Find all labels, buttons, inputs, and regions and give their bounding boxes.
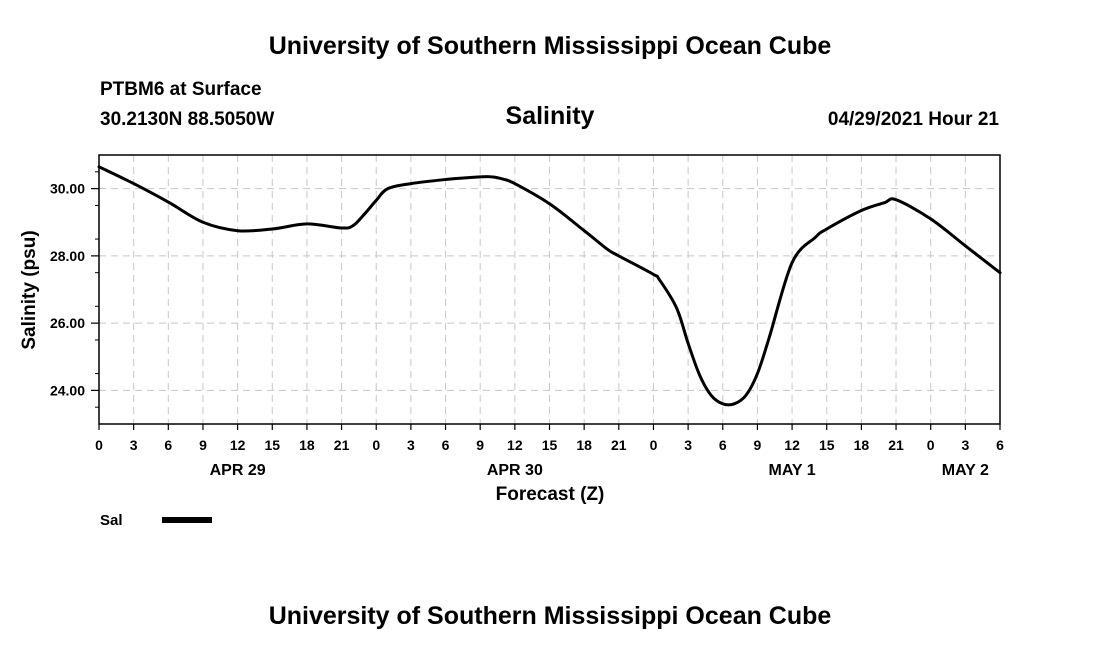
x-tick-label: 18: [576, 437, 592, 453]
top-title: University of Southern Mississippi Ocean…: [269, 32, 832, 60]
coordinates-label: 30.2130N 88.5050W: [100, 109, 274, 130]
x-tick-label: 6: [164, 437, 172, 453]
x-tick-label: 0: [372, 437, 380, 453]
x-tick-label: 9: [476, 437, 484, 453]
y-tick-label: 24.00: [50, 382, 85, 398]
y-tick-label: 28.00: [50, 248, 85, 264]
timestamp-label: 04/29/2021 Hour 21: [828, 109, 1000, 130]
grid-lines: [99, 155, 1000, 424]
x-tick-label: 0: [650, 437, 658, 453]
x-tick-label: 9: [754, 437, 762, 453]
plot-frame: [98, 154, 1001, 425]
x-tick-label: 3: [130, 437, 138, 453]
y-tick-label: 26.00: [50, 315, 85, 331]
x-tick-label: 3: [684, 437, 692, 453]
station-label: PTBM6 at Surface: [100, 79, 262, 100]
x-tick-label: 3: [961, 437, 969, 453]
x-tick-label: 21: [888, 437, 904, 453]
x-tick-label: 15: [819, 437, 835, 453]
x-tick-label: 0: [927, 437, 935, 453]
x-tick-label: 12: [230, 437, 246, 453]
x-tick-label: 0: [95, 437, 103, 453]
x-tick-label: 12: [784, 437, 800, 453]
x-tick-label: 9: [199, 437, 207, 453]
x-tick-label: 12: [507, 437, 523, 453]
y-tick-label: 30.00: [50, 181, 85, 197]
bottom-title: University of Southern Mississippi Ocean…: [269, 602, 832, 630]
date-label: APR 30: [487, 462, 543, 479]
legend-label: Sal: [100, 512, 123, 529]
x-tick-label: 21: [334, 437, 350, 453]
axis-tick-labels: 0 3 6 9 12 15 18 21 0 3 6 9 12 15 18 21 0 3 6 9 12 15 18 21 0 3 6 2…: [50, 181, 1004, 479]
chart-title: Salinity: [506, 102, 595, 130]
x-axis-label: Forecast (Z): [496, 484, 605, 505]
x-tick-label: 18: [299, 437, 315, 453]
y-axis-label: Salinity (psu): [19, 230, 40, 349]
date-label: MAY 2: [942, 462, 989, 479]
x-tick-label: 6: [719, 437, 727, 453]
date-label: APR 29: [210, 462, 266, 479]
x-tick-label: 21: [611, 437, 627, 453]
date-label: MAY 1: [769, 462, 816, 479]
x-tick-label: 3: [407, 437, 415, 453]
salinity-series-line: [97, 165, 1002, 407]
x-tick-label: 6: [996, 437, 1004, 453]
x-tick-label: 15: [264, 437, 280, 453]
x-tick-label: 15: [542, 437, 558, 453]
axis-ticks: [91, 171, 1001, 430]
x-tick-label: 18: [854, 437, 870, 453]
x-tick-label: 6: [442, 437, 450, 453]
